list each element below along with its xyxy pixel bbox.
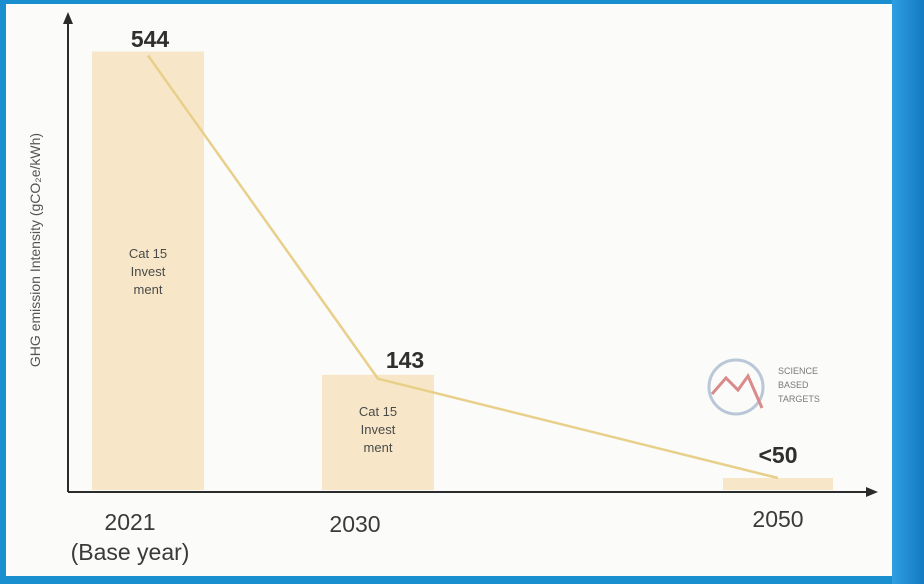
- bar-2050: [723, 478, 833, 490]
- y-axis-arrow: [63, 12, 73, 24]
- bar-2021: [92, 51, 204, 490]
- axes-layer: [63, 12, 878, 497]
- bars-layer: [92, 51, 833, 490]
- x-axis-arrow: [866, 487, 878, 497]
- slide-border: [892, 0, 924, 584]
- logo-mountain-icon: [710, 372, 764, 409]
- science-based-targets-logo: SCIENCE BASED TARGETS: [707, 358, 820, 416]
- trend-line: [146, 54, 779, 480]
- logo-line-2: BASED: [778, 380, 809, 390]
- trend-line-layer: [146, 54, 779, 480]
- bar-text-2021-0: Cat 15: [129, 246, 167, 261]
- logo-circle: [707, 358, 765, 416]
- bar-text-2030-1: Invest: [361, 422, 396, 437]
- x-tick-sublabel-2021: (Base year): [71, 539, 190, 565]
- x-tick-2030: 2030: [329, 511, 380, 537]
- bar-2030: [322, 374, 434, 490]
- logo-line-1: SCIENCE: [778, 366, 818, 376]
- bar-text-2030-0: Cat 15: [359, 404, 397, 419]
- x-tick-2021: 2021: [104, 509, 155, 535]
- value-label-2050: <50: [758, 442, 797, 468]
- x-tick-2050: 2050: [752, 506, 803, 532]
- y-axis-label: GHG emission Intensity (gCO₂e/kWh): [27, 133, 43, 367]
- bar-text-2030-2: ment: [364, 440, 393, 455]
- labels-layer: 544 143 <50 Cat 15 Invest ment Cat 15 Invest men…: [71, 26, 804, 565]
- bar-text-2021-1: Invest: [131, 264, 166, 279]
- logo-line-3: TARGETS: [778, 394, 820, 404]
- value-label-2030: 143: [386, 347, 424, 373]
- bar-text-2021-2: ment: [134, 282, 163, 297]
- value-label-2021: 544: [131, 26, 170, 52]
